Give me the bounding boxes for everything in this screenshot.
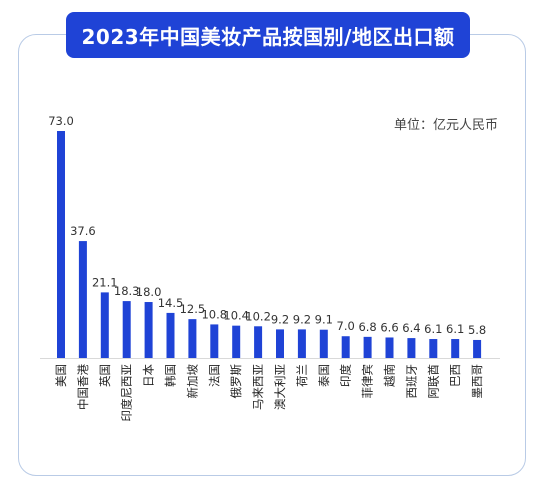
bar-9 — [254, 326, 263, 358]
category-label-9: 马来西亚 — [251, 364, 265, 410]
bar-1 — [78, 241, 87, 358]
bar-18 — [451, 339, 460, 358]
category-label-17: 阿联酋 — [426, 364, 440, 399]
category-label-16: 西班牙 — [404, 364, 418, 399]
unit-label: 单位：亿元人民币 — [393, 118, 498, 133]
value-label-11: 9.2 — [293, 312, 311, 326]
category-label-11: 荷兰 — [295, 364, 309, 387]
bar-12 — [319, 329, 328, 358]
bar-0 — [57, 131, 65, 358]
bar-6 — [188, 319, 197, 358]
category-label-18: 巴西 — [448, 364, 462, 387]
bar-13 — [341, 336, 350, 358]
value-label-8: 10.4 — [223, 309, 249, 323]
value-label-7: 10.8 — [201, 307, 227, 321]
value-label-5: 14.5 — [158, 296, 184, 310]
value-label-3: 18.3 — [114, 284, 140, 298]
category-label-15: 越南 — [383, 364, 397, 387]
category-label-5: 韩国 — [164, 364, 178, 387]
category-label-10: 澳大利亚 — [273, 364, 287, 410]
bar-5 — [166, 312, 175, 358]
value-label-18: 6.1 — [446, 322, 464, 336]
value-label-15: 6.6 — [380, 320, 398, 334]
value-label-14: 6.8 — [358, 320, 376, 334]
bar-16 — [407, 338, 416, 358]
value-label-9: 10.2 — [245, 309, 271, 323]
chart-frame — [18, 34, 526, 476]
bar-14 — [363, 336, 372, 358]
bar-7 — [210, 324, 219, 358]
category-label-7: 法国 — [207, 364, 221, 387]
category-label-13: 印度 — [339, 364, 353, 387]
category-label-19: 墨西哥 — [470, 364, 484, 399]
category-label-14: 菲律宾 — [361, 364, 375, 399]
value-label-2: 21.1 — [92, 275, 118, 289]
category-label-12: 泰国 — [317, 364, 331, 387]
bar-10 — [276, 329, 284, 358]
value-label-1: 37.6 — [70, 224, 96, 238]
category-label-0: 美国 — [54, 364, 68, 387]
bar-8 — [232, 325, 241, 358]
bar-11 — [297, 329, 306, 358]
bar-2 — [100, 292, 109, 358]
value-label-13: 7.0 — [337, 319, 355, 333]
value-label-4: 18.0 — [136, 285, 162, 299]
bar-17 — [429, 339, 438, 358]
bar-4 — [144, 302, 153, 358]
value-label-17: 6.1 — [424, 322, 442, 336]
category-label-8: 俄罗斯 — [229, 364, 243, 399]
category-label-6: 新加坡 — [185, 364, 199, 399]
category-label-4: 日本 — [142, 364, 156, 387]
bar-15 — [385, 337, 394, 358]
value-label-19: 5.8 — [468, 323, 486, 337]
value-label-6: 12.5 — [180, 302, 206, 316]
value-label-16: 6.4 — [402, 321, 420, 335]
chart-title: 2023年中国美妆产品按国别/地区出口额 — [66, 12, 470, 58]
category-label-3: 印度尼西亚 — [120, 364, 134, 422]
value-label-0: 73.0 — [48, 114, 74, 128]
bar-3 — [122, 301, 131, 358]
bar-19 — [473, 339, 482, 358]
value-label-10: 9.2 — [271, 312, 289, 326]
category-label-1: 中国香港 — [76, 364, 90, 410]
value-label-12: 9.1 — [315, 313, 333, 327]
category-label-2: 英国 — [98, 364, 112, 387]
